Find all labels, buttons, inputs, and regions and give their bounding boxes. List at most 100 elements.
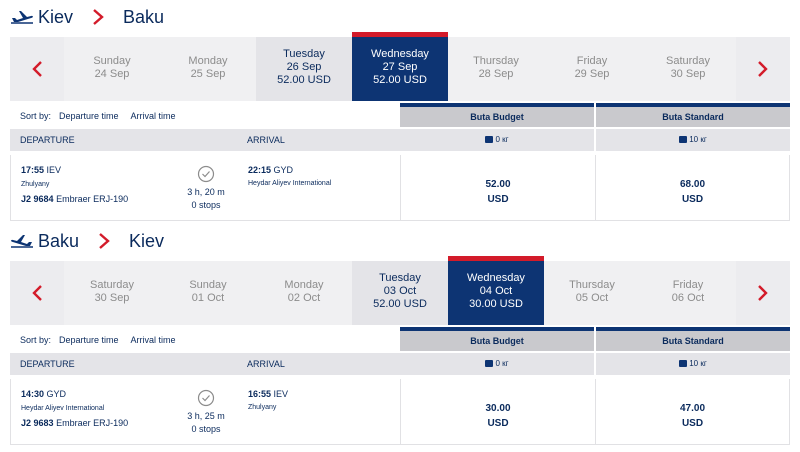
- clock-icon: [197, 389, 215, 407]
- day-date: 01 Oct: [191, 292, 225, 304]
- date-selector-inbound: Saturday 30 Sep Sunday 01 Oct Monday 02 …: [10, 256, 790, 325]
- suitcase-icon: [485, 136, 494, 143]
- next-dates-button[interactable]: [736, 37, 790, 101]
- suitcase-icon: [679, 360, 688, 367]
- date-option[interactable]: Saturday 30 Sep: [640, 37, 736, 101]
- sort-label: Sort by:: [20, 111, 52, 121]
- date-option[interactable]: Thursday 28 Sep: [448, 37, 544, 101]
- day-price: 52.00 USD: [373, 74, 427, 86]
- day-weekday: Sunday: [93, 55, 131, 67]
- route-title-outbound: Kiev Baku: [10, 6, 164, 28]
- fare-price-budget[interactable]: 30.00 USD: [400, 379, 596, 445]
- fare-price-standard[interactable]: 47.00 USD: [595, 379, 790, 445]
- sort-bar: Sort by: Departure time Arrival time: [10, 102, 400, 130]
- fare-header-budget: Buta Budget: [400, 103, 594, 127]
- price-amount: 52.00: [485, 179, 511, 190]
- day-weekday: Thursday: [473, 55, 519, 67]
- prev-dates-button[interactable]: [10, 37, 64, 101]
- origin-city: Kiev: [38, 6, 74, 27]
- date-selector-outbound: Sunday 24 Sep Monday 25 Sep Tuesday 26 S…: [10, 32, 790, 101]
- day-date: 30 Sep: [670, 68, 706, 80]
- destination-city: Baku: [123, 6, 165, 27]
- origin-city: Baku: [38, 230, 80, 251]
- date-option[interactable]: Monday 25 Sep: [160, 37, 256, 101]
- flight-row: 14:30 GYD Heydar Aliyev International J2…: [10, 379, 400, 445]
- chevron-left-icon: [32, 61, 42, 77]
- day-date: 05 Oct: [575, 292, 609, 304]
- price-currency: USD: [681, 194, 704, 205]
- price-amount: 47.00: [679, 403, 706, 414]
- price-currency: USD: [487, 194, 509, 205]
- day-weekday: Wednesday: [467, 272, 525, 284]
- day-date: 04 Oct: [479, 285, 513, 297]
- luggage-weight: 0 кг: [495, 359, 509, 368]
- date-option[interactable]: Sunday 24 Sep: [64, 37, 160, 101]
- day-weekday: Monday: [284, 279, 324, 291]
- price-amount: 30.00: [485, 403, 511, 414]
- fare-header-budget: Buta Budget: [400, 327, 594, 351]
- flight-info: J2 9684 Embraer ERJ-190: [21, 194, 129, 204]
- suitcase-icon: [679, 136, 688, 143]
- price-currency: USD: [681, 418, 704, 429]
- fare-price-standard[interactable]: 68.00 USD: [595, 155, 790, 221]
- flight-stops: 0 stops: [191, 424, 221, 434]
- flight-duration: 3 h, 25 m: [187, 411, 225, 421]
- day-price: 30.00 USD: [469, 298, 523, 310]
- day-weekday: Friday: [672, 279, 704, 291]
- day-weekday: Sunday: [189, 279, 227, 291]
- arrival-column-label: ARRIVAL: [247, 359, 285, 369]
- luggage-allowance: 10 кг: [596, 353, 790, 375]
- arrival-airport: Zhulyany: [248, 404, 277, 411]
- luggage-weight: 0 кг: [495, 135, 509, 144]
- flight-info: J2 9683 Embraer ERJ-190: [21, 418, 129, 428]
- date-option[interactable]: Tuesday 26 Sep 52.00 USD: [256, 37, 352, 101]
- plane-takeoff-icon: [11, 11, 33, 24]
- day-price: 52.00 USD: [373, 298, 427, 310]
- price-currency: USD: [487, 418, 509, 429]
- departure-time: 17:55 IEV: [21, 165, 62, 175]
- luggage-weight: 10 кг: [689, 135, 707, 144]
- sort-arrival-time[interactable]: Arrival time: [130, 111, 176, 121]
- sort-arrival-time[interactable]: Arrival time: [130, 335, 176, 345]
- fare-header-standard: Buta Standard: [596, 103, 790, 127]
- column-header: DEPARTURE ARRIVAL: [10, 353, 400, 375]
- sort-departure-time[interactable]: Departure time: [59, 111, 119, 121]
- fare-header-standard: Buta Standard: [596, 327, 790, 351]
- luggage-allowance: 10 кг: [596, 129, 790, 151]
- fare-price-budget[interactable]: 52.00 USD: [400, 155, 596, 221]
- day-date: 03 Oct: [383, 285, 417, 297]
- sort-departure-time[interactable]: Departure time: [59, 335, 119, 345]
- date-option[interactable]: Thursday 05 Oct: [544, 261, 640, 325]
- price-amount: 68.00: [679, 179, 706, 190]
- date-option[interactable]: Saturday 30 Sep: [64, 261, 160, 325]
- departure-airport: Heydar Aliyev International: [21, 405, 105, 412]
- day-weekday: Thursday: [569, 279, 615, 291]
- chevron-left-icon: [32, 285, 42, 301]
- day-price: 52.00 USD: [277, 74, 331, 86]
- day-date: 27 Sep: [382, 61, 418, 73]
- day-date: 28 Sep: [478, 68, 514, 80]
- day-date: 02 Oct: [287, 292, 321, 304]
- next-dates-button[interactable]: [736, 261, 790, 325]
- day-date: 06 Oct: [671, 292, 705, 304]
- date-option[interactable]: Monday 02 Oct: [256, 261, 352, 325]
- flight-stops: 0 stops: [191, 200, 221, 210]
- arrival-time: 22:15 GYD: [248, 165, 294, 175]
- date-option[interactable]: Sunday 01 Oct: [160, 261, 256, 325]
- date-option-selected[interactable]: Wednesday 27 Sep 52.00 USD: [352, 32, 448, 101]
- chevron-right-icon: [758, 285, 768, 301]
- day-weekday: Saturday: [89, 279, 135, 291]
- date-option[interactable]: Friday 29 Sep: [544, 37, 640, 101]
- chevron-right-icon: [758, 61, 768, 77]
- flight-row: 17:55 IEV Zhulyany J2 9684 Embraer ERJ-1…: [10, 155, 400, 221]
- date-option[interactable]: Friday 06 Oct: [640, 261, 736, 325]
- day-weekday: Tuesday: [283, 48, 325, 60]
- route-title-inbound: Baku Kiev: [10, 230, 164, 252]
- departure-column-label: DEPARTURE: [20, 359, 75, 369]
- date-option-selected[interactable]: Wednesday 04 Oct 30.00 USD: [448, 256, 544, 325]
- column-header: DEPARTURE ARRIVAL: [10, 129, 400, 151]
- day-weekday: Friday: [576, 55, 608, 67]
- prev-dates-button[interactable]: [10, 261, 64, 325]
- sort-label: Sort by:: [20, 335, 52, 345]
- date-option[interactable]: Tuesday 03 Oct 52.00 USD: [352, 261, 448, 325]
